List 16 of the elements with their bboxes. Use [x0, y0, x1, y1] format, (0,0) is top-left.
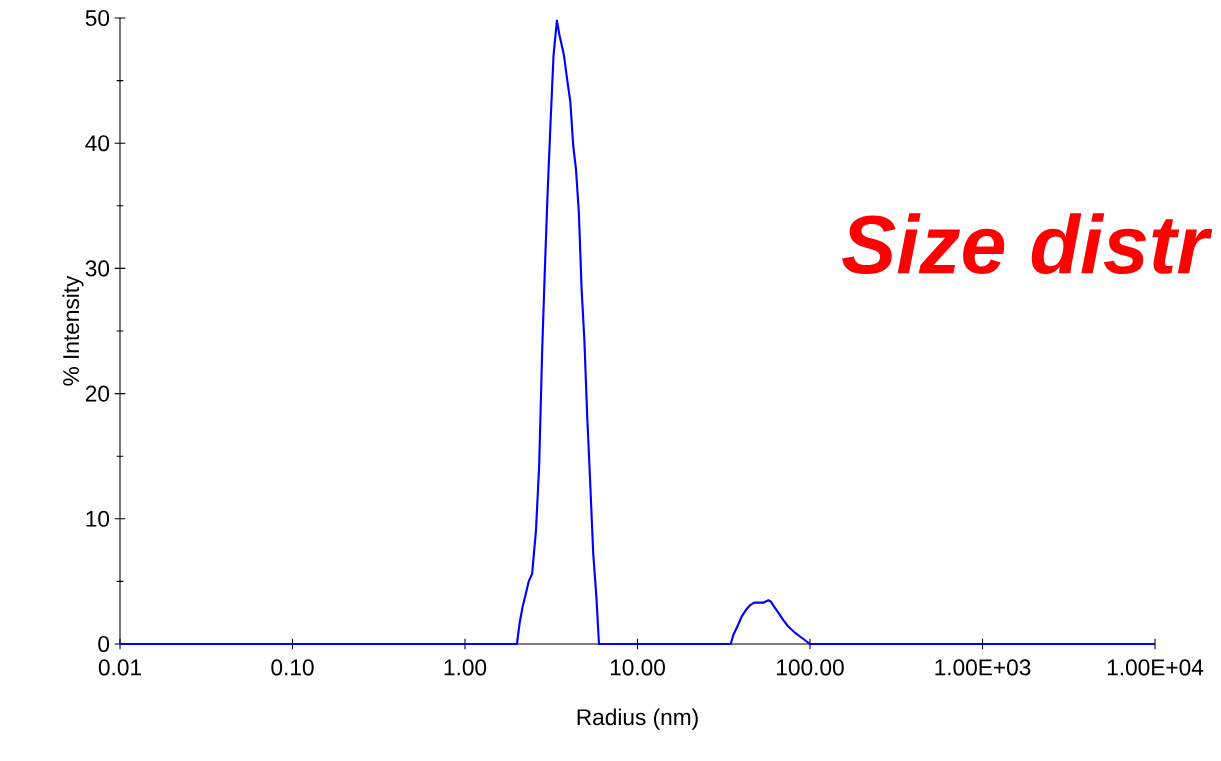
y-tick-label: 50 — [85, 9, 110, 27]
x-axis-title: Radius (nm) — [577, 708, 698, 730]
x-tick-label: 1.00 — [444, 659, 487, 676]
x-tick-label: 0.01 — [98, 659, 141, 676]
y-tick-label: 30 — [85, 260, 110, 277]
y-tick-label: 0 — [98, 635, 110, 653]
y-tick-label: 10 — [86, 510, 110, 527]
y-axis-title: % Intensity — [62, 275, 84, 386]
x-tick-label: 1.00E+04 — [1107, 659, 1204, 676]
x-tick-label: 0.10 — [271, 659, 314, 676]
x-tick-label: 100.00 — [777, 659, 844, 676]
x-tick-label: 1.00E+03 — [935, 659, 1031, 676]
y-tick-label: 20 — [85, 385, 110, 402]
x-tick-label: 10.00 — [610, 659, 665, 676]
annotation: Size distr — [842, 213, 1213, 275]
y-tick-label: 40 — [85, 135, 110, 152]
